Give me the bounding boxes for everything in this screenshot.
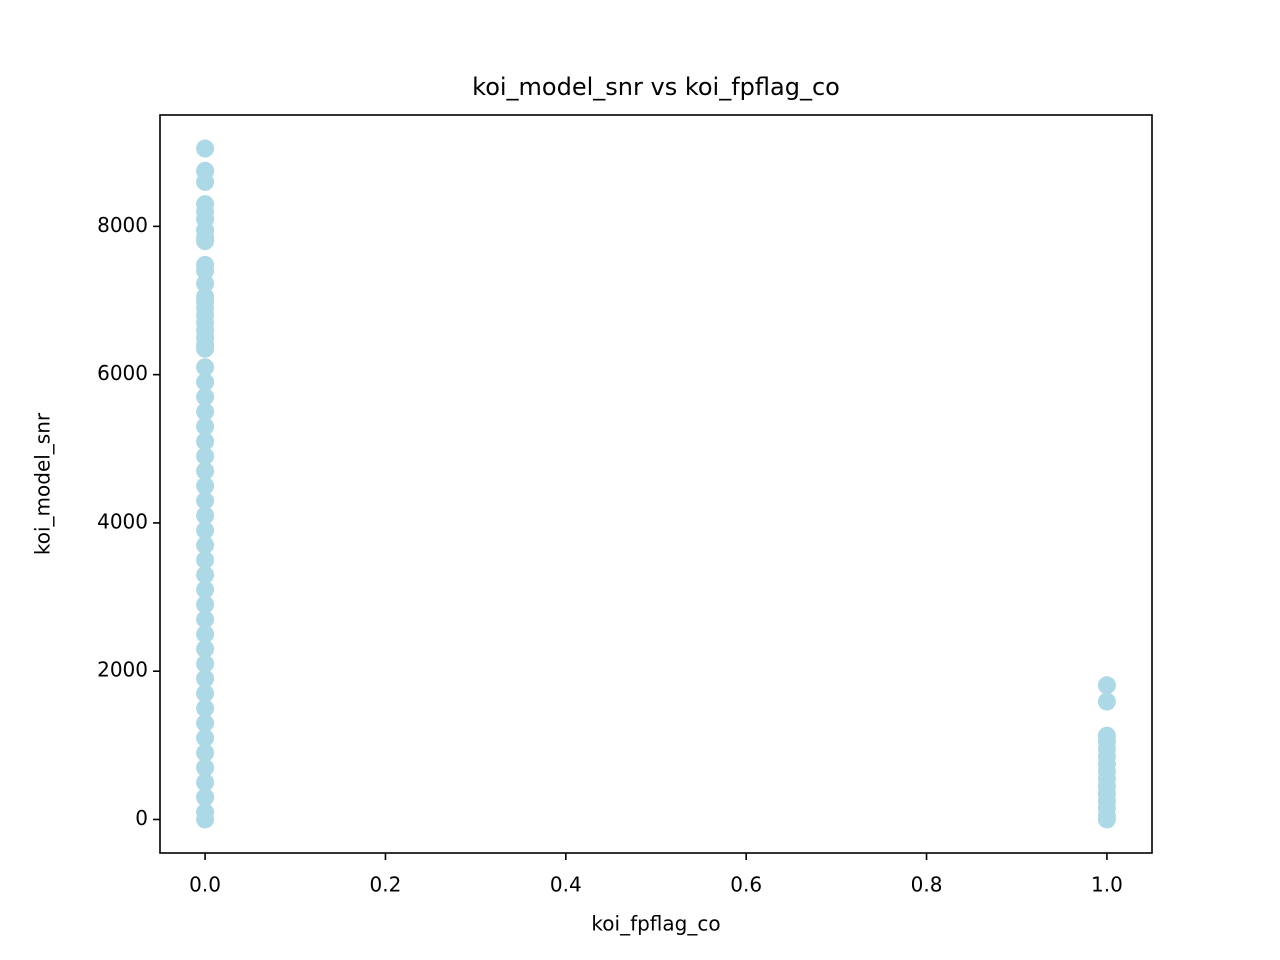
point bbox=[196, 172, 215, 191]
y-axis-label: koi_model_snr bbox=[31, 412, 55, 555]
point bbox=[196, 714, 215, 733]
point bbox=[196, 261, 215, 280]
point bbox=[196, 432, 215, 451]
point bbox=[196, 339, 215, 358]
x-tick-label: 0.2 bbox=[370, 873, 402, 897]
point bbox=[196, 521, 215, 540]
point bbox=[196, 610, 215, 629]
x-tick-label: 0.8 bbox=[911, 873, 943, 897]
point bbox=[196, 654, 215, 673]
plot-frame bbox=[159, 114, 1153, 854]
y-tick-label: 2000 bbox=[97, 658, 148, 682]
point bbox=[196, 580, 215, 599]
point bbox=[196, 536, 215, 555]
point bbox=[196, 506, 215, 525]
y-tick-label: 6000 bbox=[97, 361, 148, 385]
point bbox=[196, 595, 215, 614]
x-tick-label: 1.0 bbox=[1091, 873, 1123, 897]
point bbox=[196, 462, 215, 481]
point bbox=[196, 402, 215, 421]
point bbox=[1097, 810, 1116, 829]
x-tick-label: 0.0 bbox=[189, 873, 221, 897]
point bbox=[196, 810, 215, 829]
point bbox=[1097, 676, 1116, 695]
point bbox=[196, 699, 215, 718]
point bbox=[196, 684, 215, 703]
point bbox=[196, 788, 215, 807]
point bbox=[196, 373, 215, 392]
point bbox=[1097, 692, 1116, 711]
point bbox=[196, 639, 215, 658]
point bbox=[196, 773, 215, 792]
point bbox=[196, 139, 215, 158]
point bbox=[196, 758, 215, 777]
point bbox=[196, 491, 215, 510]
x-axis-label: koi_fpflag_co bbox=[591, 912, 720, 936]
point bbox=[196, 447, 215, 466]
y-tick-label: 8000 bbox=[97, 213, 148, 237]
point bbox=[196, 625, 215, 644]
point bbox=[196, 743, 215, 762]
point bbox=[196, 417, 215, 436]
point bbox=[196, 728, 215, 747]
point bbox=[196, 274, 215, 293]
point bbox=[196, 476, 215, 495]
point bbox=[196, 358, 215, 377]
point bbox=[196, 232, 215, 251]
chart-title: koi_model_snr vs koi_fpflag_co bbox=[472, 73, 840, 101]
point bbox=[196, 387, 215, 406]
point bbox=[196, 550, 215, 569]
point bbox=[196, 669, 215, 688]
point bbox=[196, 565, 215, 584]
x-tick-label: 0.6 bbox=[730, 873, 762, 897]
y-tick-label: 0 bbox=[135, 806, 148, 830]
y-tick-label: 4000 bbox=[97, 509, 148, 533]
x-tick-label: 0.4 bbox=[550, 873, 582, 897]
